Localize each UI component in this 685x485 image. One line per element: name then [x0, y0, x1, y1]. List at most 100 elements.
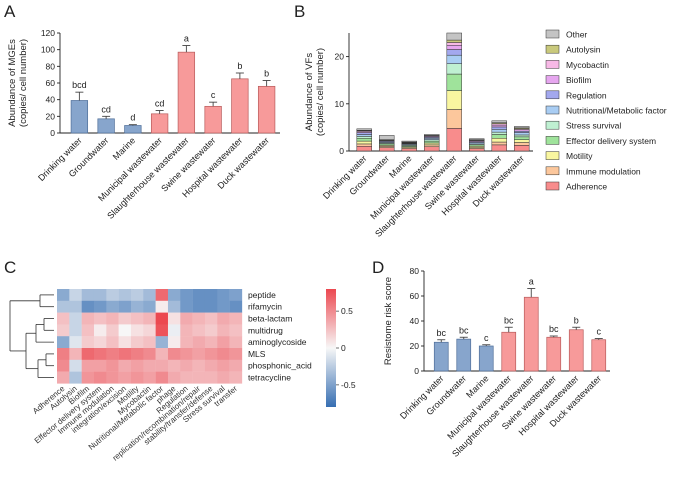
legend-label: Nutritional/Metabolic factor — [566, 106, 667, 116]
heatmap-cell — [180, 312, 193, 325]
heatmap-cell — [229, 289, 243, 301]
legend-label: Other — [566, 30, 587, 40]
stacked-segment — [356, 146, 372, 152]
heatmap-row-label: rifamycin — [248, 302, 282, 312]
colorbar-tick-label: 0.5 — [341, 306, 353, 316]
heatmap-cell — [180, 336, 193, 349]
legend-label: Motility — [566, 151, 593, 161]
legend-swatch — [545, 181, 560, 191]
heatmap-cell — [143, 289, 156, 301]
heatmap-cell — [57, 348, 70, 360]
heatmap-cell — [130, 300, 144, 313]
colorbar-tick-label: 0 — [341, 343, 346, 353]
heatmap-cell — [57, 336, 70, 349]
panel-letter-a: A — [4, 2, 16, 21]
heatmap-cell — [192, 289, 206, 301]
heatmap-cell — [130, 289, 144, 301]
heatmap-cell — [217, 336, 230, 349]
stacked-segment — [446, 39, 462, 43]
significance-letter: c — [211, 90, 216, 100]
heatmap-cell — [106, 336, 119, 349]
heatmap-cell — [167, 300, 181, 313]
heatmap-cell — [192, 324, 206, 337]
heatmap-cell — [118, 289, 132, 301]
heatmap-cell — [229, 371, 243, 384]
heatmap-cell — [204, 336, 218, 349]
heatmap-cell — [69, 348, 82, 360]
heatmap-cell — [217, 300, 230, 313]
heatmap-cell — [81, 348, 95, 360]
heatmap-cell — [155, 312, 169, 325]
stacked-segment — [446, 63, 462, 75]
heatmap-cell — [143, 312, 156, 325]
stacked-segment — [491, 138, 507, 143]
bar — [204, 105, 222, 134]
stacked-segment — [491, 134, 507, 139]
chart-b-vf-abundance: 0 10 20 Abundance of VFs (copies/ cell numbe… — [304, 30, 667, 239]
significance-letter: bc — [436, 328, 446, 338]
legend-label: Effector delivery system — [566, 136, 656, 146]
y-axis-title: Resistome risk score — [383, 277, 394, 365]
significance-letter: bcd — [72, 80, 87, 90]
significance-letter: a — [184, 34, 189, 44]
heatmap-cell — [204, 348, 218, 360]
legend-swatch — [545, 120, 560, 130]
heatmap-cell — [167, 359, 181, 372]
heatmap-cell — [106, 312, 119, 325]
heatmap-cell — [180, 371, 193, 384]
heatmap-cell — [192, 336, 206, 349]
significance-letter: cd — [155, 99, 165, 109]
stacked-segment — [514, 126, 530, 129]
heatmap-cell — [217, 348, 230, 360]
heatmap-cell — [155, 300, 169, 313]
heatmap-cell — [57, 371, 70, 384]
stacked-segment — [401, 140, 417, 143]
stacked-segment — [401, 148, 417, 152]
y-tick-label: 80 — [46, 61, 56, 71]
heatmap-cell — [155, 359, 169, 372]
legend-swatch — [545, 90, 560, 100]
heatmap-cell — [204, 324, 218, 337]
heatmap-cell — [93, 336, 107, 349]
stacked-segment — [424, 134, 440, 136]
heatmap-cell — [229, 300, 243, 313]
heatmap-cell — [118, 371, 132, 384]
heatmap-cell — [81, 336, 95, 349]
legend-label: Stress survival — [566, 121, 621, 131]
stacked-segment — [379, 147, 395, 152]
stacked-segment — [379, 135, 395, 140]
heatmap-cell — [192, 359, 206, 372]
y-tick-label: 60 — [46, 78, 56, 88]
heatmap-cell — [204, 300, 218, 313]
y-tick-label: 0 — [414, 366, 419, 376]
heatmap-cell — [57, 359, 70, 372]
heatmap-cell — [81, 289, 95, 301]
bar — [177, 51, 196, 134]
heatmap-cell — [204, 371, 218, 384]
heatmap-cell — [217, 289, 230, 301]
heatmap-cell — [217, 312, 230, 325]
heatmap-cell — [69, 300, 82, 313]
heatmap-cell — [57, 289, 70, 301]
legend-label: Autolysin — [566, 45, 601, 55]
heatmap-cell — [167, 289, 181, 301]
legend-swatch — [545, 60, 560, 69]
heatmap-cell — [229, 312, 243, 325]
significance-letter: bc — [459, 325, 469, 335]
heatmap-cell — [143, 300, 156, 313]
stacked-segment — [469, 138, 485, 140]
significance-letter: c — [597, 327, 602, 337]
heatmap-cell — [180, 359, 193, 372]
stacked-segment — [446, 45, 462, 50]
legend-label: Mycobactin — [566, 60, 609, 70]
heatmap-cell — [229, 359, 243, 372]
bar — [456, 338, 472, 372]
stacked-segment — [424, 144, 440, 148]
stacked-segment — [514, 139, 530, 143]
heatmap-cell — [69, 312, 82, 325]
heatmap-cell — [130, 359, 144, 372]
stacked-segment — [514, 136, 530, 140]
heatmap-cell — [130, 336, 144, 349]
heatmap-cell — [93, 324, 107, 337]
heatmap-cell — [93, 359, 107, 372]
